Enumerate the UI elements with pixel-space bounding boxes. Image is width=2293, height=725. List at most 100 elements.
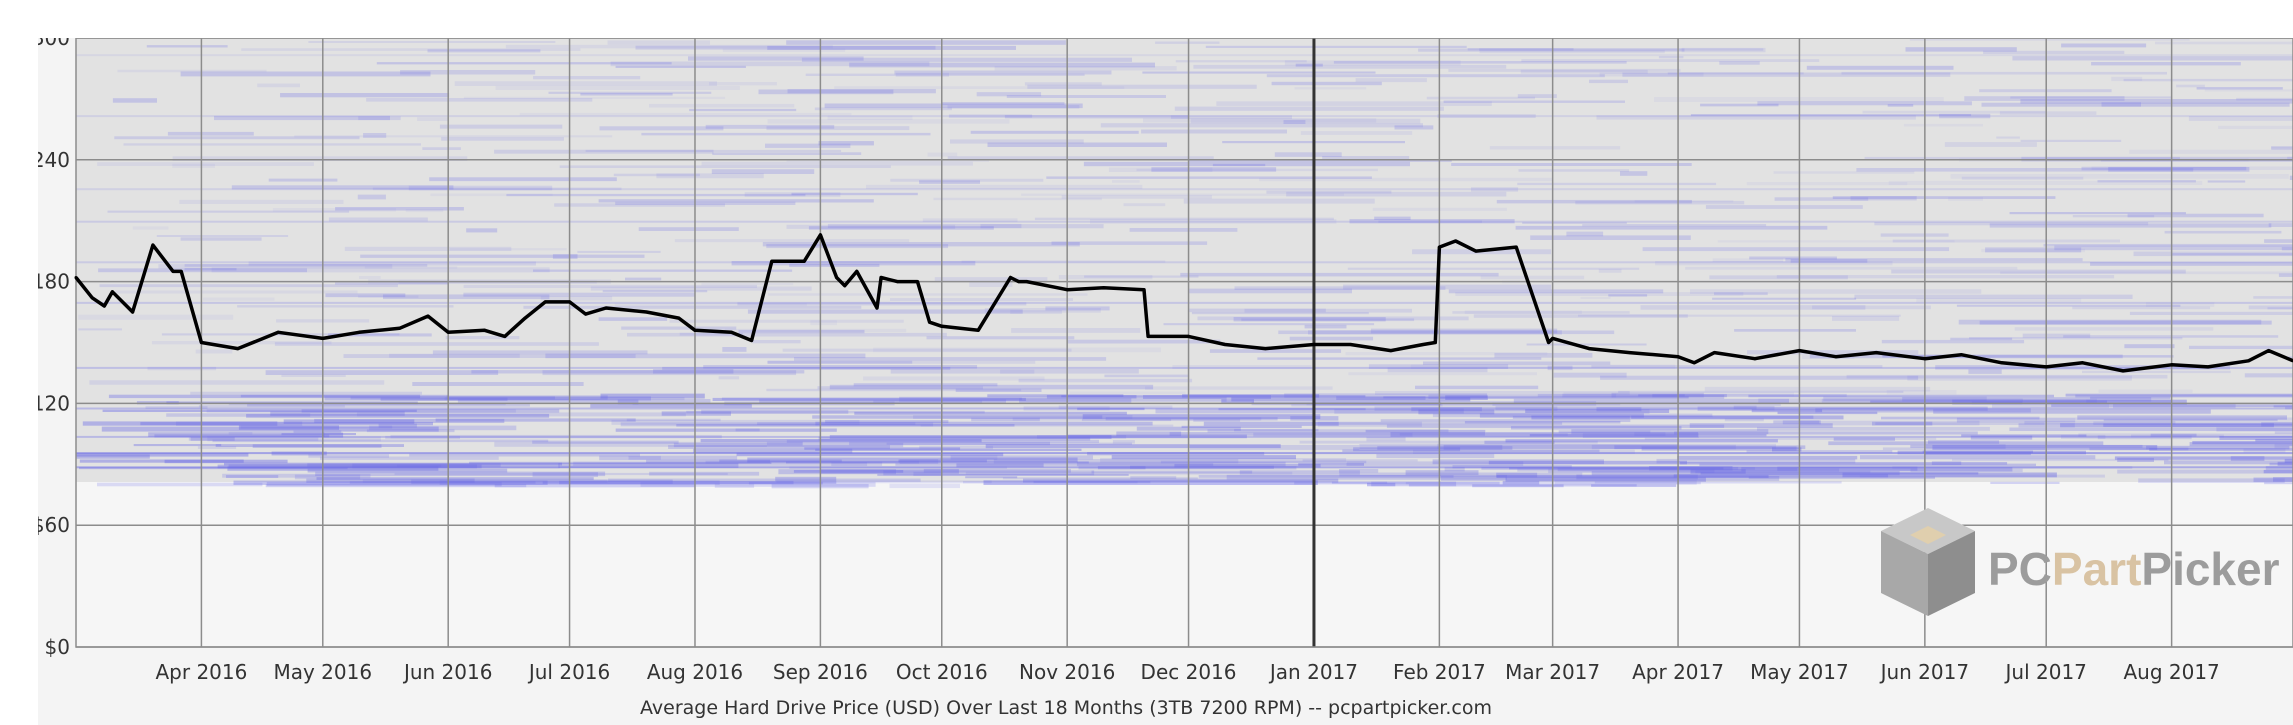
price-band [1611, 392, 1704, 398]
price-band [1864, 156, 2180, 161]
x-tick-label: Nov 2016 [1019, 660, 1115, 684]
price-band [854, 411, 1127, 415]
price-band [1875, 422, 2045, 425]
price-band [552, 254, 578, 259]
price-band [941, 102, 1065, 105]
price-band [325, 293, 406, 298]
price-band [627, 332, 947, 337]
price-band [1027, 84, 1257, 89]
price-band [1334, 409, 1650, 414]
price-band [2188, 116, 2293, 121]
price-band [649, 471, 760, 476]
price-band [1870, 400, 2107, 404]
price-band [1207, 429, 1449, 433]
price-point [835, 276, 839, 279]
price-band [1359, 444, 1679, 450]
price-band [372, 187, 622, 191]
price-band [1294, 481, 1500, 485]
price-band [1180, 272, 1499, 277]
price-band [1189, 308, 1326, 313]
price-band [107, 210, 350, 213]
price-band [1990, 481, 2060, 484]
price-band [1496, 199, 1692, 204]
price-band [2000, 271, 2293, 275]
price-band [890, 369, 1139, 374]
price-band [559, 480, 794, 485]
price-band [1530, 235, 1691, 240]
price-point [1437, 245, 1441, 249]
price-band [817, 386, 983, 390]
price-band [1842, 472, 2057, 478]
price-band [2192, 441, 2293, 445]
price-point [802, 259, 806, 263]
price-band [640, 482, 876, 487]
price-band [1355, 78, 1427, 83]
price-band [1004, 115, 1189, 119]
price-band [140, 422, 433, 426]
price-band [533, 76, 641, 80]
price-band [463, 96, 726, 99]
price-band [1348, 372, 1537, 376]
price-band [980, 224, 1104, 229]
price-band [2281, 247, 2293, 251]
price-band [853, 383, 998, 387]
price-band [689, 108, 797, 112]
price-band [818, 436, 1091, 441]
price-band [314, 418, 505, 423]
price-band [1136, 168, 1378, 172]
price-band [1719, 61, 1760, 65]
price-band [1283, 120, 1306, 124]
price-band [969, 282, 1013, 287]
price-point [74, 276, 78, 279]
price-band [714, 483, 755, 488]
price-point [1223, 343, 1227, 346]
price-band [2101, 102, 2141, 107]
price-band [1575, 200, 1745, 205]
price-band [306, 478, 475, 483]
price-band [1833, 437, 1895, 441]
price-band [768, 293, 1088, 296]
price-band [1622, 72, 1951, 77]
price-band [1000, 369, 1035, 374]
price-band [1479, 413, 1644, 418]
price-band [494, 483, 695, 488]
price-point [604, 306, 608, 310]
price-band [1961, 176, 2084, 180]
price-band [984, 308, 1101, 313]
price-band [378, 423, 417, 428]
price-point [1389, 349, 1393, 353]
price-band [2127, 213, 2264, 218]
price-band [955, 388, 1042, 392]
price-band [441, 137, 564, 141]
price-band [987, 394, 1124, 398]
price-band [895, 463, 1214, 466]
price-band [965, 471, 1293, 475]
price-band [76, 188, 2293, 191]
price-band [787, 89, 936, 94]
price-band [1812, 305, 1931, 310]
price-band [1515, 225, 1828, 230]
price-band [661, 411, 731, 416]
price-band [735, 428, 760, 432]
price-band [1112, 440, 1135, 444]
price-band [965, 476, 1018, 479]
price-band [1566, 231, 1604, 237]
price-band [608, 478, 921, 482]
price-band [1299, 440, 1598, 444]
price-band [700, 439, 982, 443]
plot-frame [75, 38, 2293, 648]
price-band [1860, 455, 2096, 460]
price-point [1753, 357, 1757, 361]
price-band [435, 418, 636, 422]
price-band [1002, 477, 1198, 480]
price-point [1676, 355, 1680, 359]
price-band [1033, 480, 1151, 484]
price-point [1874, 351, 1878, 355]
price-band [1656, 458, 1856, 464]
price-band [506, 193, 806, 197]
price-band [1342, 449, 1600, 452]
x-tick-label: Feb 2017 [1393, 660, 1486, 684]
price-band [1690, 114, 1972, 117]
price-band [2133, 251, 2293, 257]
price-band [156, 235, 289, 237]
